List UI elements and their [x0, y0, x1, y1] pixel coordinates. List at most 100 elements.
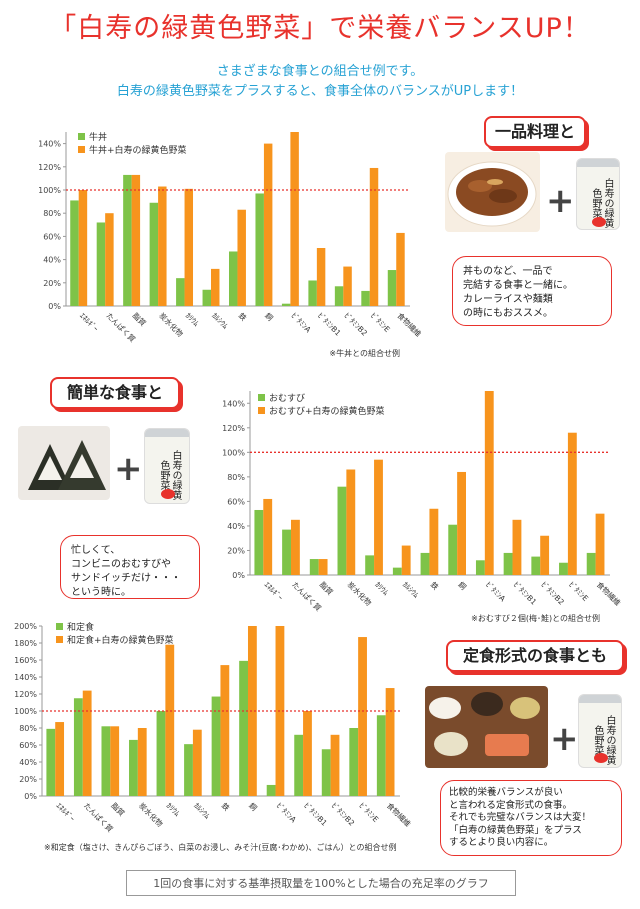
y-tick-label: 60%	[43, 232, 61, 241]
bubble-2-line: という時に。	[71, 587, 131, 598]
y-tick-label: 40%	[227, 522, 245, 531]
bar-plus	[290, 519, 300, 575]
plus-icon: +	[550, 719, 579, 759]
category-label: 銅	[263, 310, 275, 322]
y-tick-label: 180%	[14, 639, 37, 648]
tag-ippin: 一品料理と	[484, 116, 586, 148]
bar-plus	[374, 459, 383, 575]
chart-note: ※おむすび２個(梅･鮭)との組合せ例	[471, 613, 600, 623]
bar-base	[448, 524, 458, 575]
category-label: ｶﾙｼｳﾑ	[210, 311, 230, 331]
bubble-1-line: カレーライスや麺類	[463, 294, 553, 305]
category-label: ｶﾙｼｳﾑ	[401, 580, 421, 600]
category-label: 炭水化物	[137, 800, 166, 829]
bar-plus	[595, 513, 605, 575]
category-label: 鉄	[429, 579, 442, 592]
category-label: ﾋﾞﾀﾐﾝA	[484, 580, 508, 604]
product-can-label: 白寿の緑黄色野菜	[590, 178, 613, 228]
bubble-3-line: 「白寿の緑黄色野菜」をプラス	[449, 824, 582, 836]
chart-teishoku: 0% 20% 40% 60% 80% 100% 120% 140% 160% 180% 200% ｴﾈ…	[14, 621, 413, 852]
category-label: ﾋﾞﾀﾐﾝB2	[342, 311, 369, 338]
bar-base	[123, 174, 132, 306]
category-label: 鉄	[237, 310, 250, 323]
bar-base	[321, 749, 331, 796]
bar-plus	[567, 432, 577, 575]
bubble-3-line: と言われる定食形式の食事。	[449, 799, 573, 811]
bar-base	[282, 529, 291, 575]
teishoku-photo	[425, 686, 548, 768]
category-label: 鉄	[220, 800, 233, 813]
legend-label: 和定食	[67, 621, 94, 633]
category-label: 炭水化物	[346, 579, 375, 608]
bar-base	[266, 784, 276, 796]
bar-base	[361, 290, 370, 306]
category-label: ｶﾘｳﾑ	[184, 311, 201, 328]
category-label: ﾋﾞﾀﾐﾝE	[369, 311, 392, 334]
bar-plus	[263, 498, 273, 575]
legend-label: 牛丼+白寿の緑黄色野菜	[89, 144, 187, 156]
bar-plus	[484, 391, 494, 575]
category-label: 銅	[247, 800, 259, 812]
bar-base	[559, 562, 568, 575]
bar-plus	[184, 188, 194, 306]
bar-base	[101, 726, 111, 796]
bar-base	[365, 555, 375, 575]
y-tick-label: 200%	[14, 622, 37, 631]
bar-base	[156, 711, 166, 796]
bubble-1-line: の時にもおススメ。	[463, 308, 553, 319]
category-label: ﾋﾞﾀﾐﾝE	[357, 801, 380, 824]
bar-plus	[318, 559, 328, 575]
y-tick-label: 100%	[38, 186, 61, 195]
bar-base	[586, 552, 596, 575]
bubble-2-line: 忙しくて、	[71, 545, 121, 556]
bubble-3-line: するとより良い内容に。	[449, 837, 554, 848]
bar-base	[46, 728, 56, 796]
bar-base	[281, 303, 291, 306]
legend-swatch	[78, 133, 85, 140]
legend-label: おむすび+白寿の緑黄色野菜	[269, 405, 385, 417]
bar-base	[239, 660, 248, 796]
category-label: ﾋﾞﾀﾐﾝB1	[316, 311, 343, 338]
category-label: ｶﾘｳﾑ	[165, 801, 182, 818]
product-can-3: 白寿の緑黄色野菜	[578, 694, 622, 768]
intro-line-2: 白寿の緑黄色野菜をプラスすると、食事全体のバランスがUPします！	[116, 84, 524, 99]
legend-swatch	[258, 394, 265, 401]
gyudon-photo	[445, 152, 540, 232]
bar-plus	[110, 726, 120, 796]
y-tick-label: 20%	[227, 546, 245, 555]
y-tick-label: 120%	[222, 424, 245, 433]
category-label: ｶﾘｳﾑ	[373, 580, 390, 597]
bar-base	[349, 728, 359, 796]
bar-plus	[316, 248, 326, 306]
bar-plus	[512, 519, 522, 575]
bar-base	[392, 567, 402, 575]
plus-icon: +	[114, 449, 143, 489]
y-tick-label: 0%	[48, 302, 61, 311]
bar-base	[309, 559, 319, 575]
bar-base	[334, 286, 344, 306]
bar-base	[308, 280, 317, 306]
bar-plus	[303, 711, 312, 796]
y-tick-label: 20%	[43, 279, 61, 288]
bar-plus	[131, 174, 141, 306]
bar-base	[202, 289, 212, 306]
bar-base	[475, 560, 485, 575]
category-label: ﾋﾞﾀﾐﾝA	[290, 311, 314, 335]
bar-plus	[158, 186, 167, 306]
bar-base	[229, 251, 238, 306]
y-tick-label: 40%	[43, 256, 61, 265]
category-label: ｴﾈﾙｷﾞｰ	[78, 311, 100, 333]
bar-base	[337, 486, 347, 575]
bar-base	[184, 744, 193, 796]
legend-swatch	[56, 636, 63, 643]
category-label: ﾋﾞﾀﾐﾝB2	[539, 580, 566, 607]
bar-base	[420, 552, 430, 575]
category-label: 食物繊維	[595, 579, 624, 608]
category-label: ｶﾙｼｳﾑ	[192, 801, 212, 821]
y-tick-label: 40%	[19, 758, 37, 767]
tag-teishoku: 定食形式の食事とも	[446, 640, 624, 672]
bar-plus	[192, 729, 202, 796]
y-tick-label: 120%	[38, 163, 61, 172]
y-tick-label: 140%	[14, 673, 37, 682]
plus-icon: +	[546, 181, 575, 221]
